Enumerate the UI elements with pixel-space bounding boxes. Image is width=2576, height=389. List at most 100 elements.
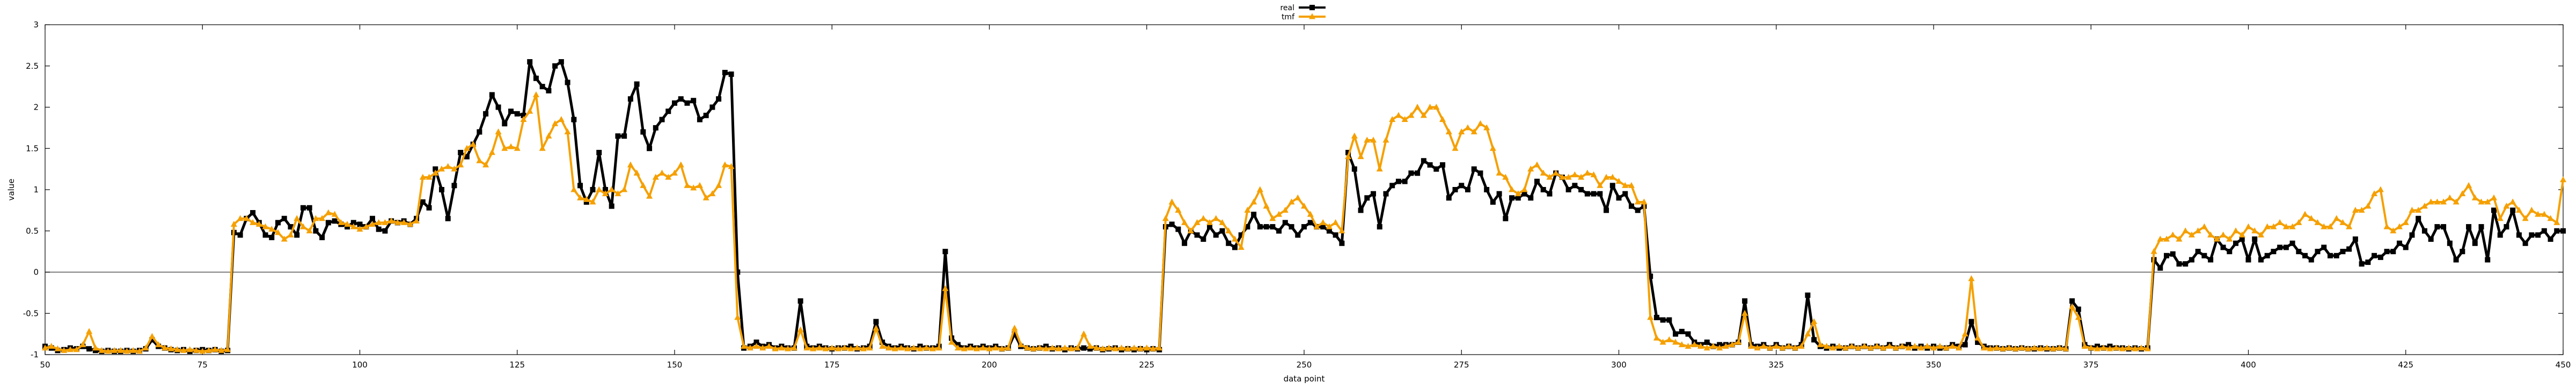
data-point-tmf	[1181, 219, 1188, 225]
legend-label: real	[1280, 4, 1294, 12]
data-point-real	[2195, 249, 2201, 255]
data-point-tmf	[1263, 203, 1270, 209]
data-point-tmf	[539, 145, 546, 151]
data-point-real	[1805, 292, 1811, 298]
data-point-tmf	[1703, 344, 1710, 351]
data-point-tmf	[702, 194, 709, 200]
data-point-tmf	[1030, 345, 1037, 351]
data-point-tmf	[1924, 343, 1931, 349]
data-point-tmf	[161, 344, 168, 351]
data-point-real	[1446, 195, 1452, 201]
data-point-tmf	[1345, 153, 1352, 160]
data-point-tmf	[1483, 124, 1490, 131]
data-point-real	[1383, 191, 1389, 197]
data-point-real	[565, 80, 570, 85]
data-point-real	[237, 232, 243, 238]
data-point-tmf	[1062, 344, 1069, 351]
data-point-tmf	[86, 328, 93, 334]
data-point-tmf	[1905, 344, 1912, 351]
data-point-tmf	[1955, 344, 1962, 351]
x-tick-label: 325	[1768, 360, 1784, 370]
data-point-tmf	[470, 141, 477, 147]
data-point-tmf	[149, 333, 156, 339]
x-tick-label: 50	[40, 360, 50, 370]
x-tick-label: 200	[982, 360, 997, 370]
data-point-tmf	[356, 226, 363, 232]
data-point-tmf	[67, 346, 74, 352]
x-tick-label: 150	[667, 360, 683, 370]
data-point-tmf	[1553, 169, 1560, 176]
data-point-tmf	[2528, 206, 2535, 213]
data-point-tmf	[1571, 171, 1578, 177]
data-point-real	[2504, 224, 2509, 230]
series-tmf	[42, 91, 2566, 354]
data-point-real	[2283, 244, 2289, 250]
axes: 50 75 100 125 150 175 200 225 250 275 300 325 350 375…	[23, 20, 2571, 370]
data-point-real	[2359, 261, 2365, 267]
data-point-real	[2497, 232, 2503, 238]
data-point-real	[2409, 232, 2415, 238]
data-point-real	[1578, 187, 1584, 192]
data-point-tmf	[255, 220, 262, 227]
data-point-tmf	[589, 198, 596, 205]
data-point-real	[942, 249, 948, 255]
data-point-tmf	[1930, 344, 1937, 351]
data-point-tmf	[382, 219, 389, 225]
data-point-real	[2308, 257, 2314, 263]
data-point-tmf	[1666, 336, 1673, 342]
data-point-tmf	[885, 344, 892, 351]
data-point-real	[678, 96, 684, 102]
data-point-real	[306, 205, 312, 211]
data-point-tmf	[841, 344, 848, 351]
data-point-real	[250, 210, 256, 215]
data-point-tmf	[1168, 198, 1175, 205]
data-point-real	[2372, 253, 2377, 258]
x-tick-label: 225	[1139, 360, 1154, 370]
data-point-tmf	[1433, 104, 1440, 110]
data-point-real	[1226, 240, 1232, 246]
data-point-real	[1742, 298, 1748, 304]
data-point-real	[1459, 183, 1465, 189]
data-point-tmf	[2358, 206, 2365, 213]
data-point-tmf	[48, 343, 55, 349]
data-point-real	[697, 117, 702, 123]
data-point-tmf	[709, 190, 716, 197]
data-point-real	[458, 149, 464, 155]
data-point-tmf	[2295, 219, 2302, 225]
data-point-tmf	[501, 145, 508, 151]
data-point-tmf	[2238, 231, 2245, 237]
data-point-tmf	[1414, 104, 1421, 110]
data-point-tmf	[1067, 345, 1074, 351]
data-point-tmf	[1716, 344, 1723, 351]
data-point-real	[1565, 187, 1571, 192]
data-point-tmf	[1534, 161, 1541, 168]
data-point-real	[1175, 226, 1181, 232]
data-point-tmf	[1622, 182, 1629, 188]
y-axis-label: value	[6, 179, 16, 201]
data-point-tmf	[577, 194, 584, 200]
data-point-tmf	[759, 344, 766, 351]
data-point-real	[1295, 232, 1301, 238]
data-point-real	[2535, 232, 2541, 238]
data-point-tmf	[879, 343, 886, 349]
data-point-real	[1194, 232, 1200, 238]
data-point-tmf	[627, 161, 634, 168]
data-point-tmf	[2346, 223, 2353, 229]
data-point-tmf	[854, 344, 861, 351]
data-point-real	[1622, 191, 1628, 197]
data-point-tmf	[2326, 223, 2333, 229]
data-point-tmf	[1628, 182, 1635, 188]
data-point-tmf	[1867, 344, 1874, 351]
data-point-real	[728, 71, 734, 77]
data-point-tmf	[61, 347, 68, 353]
data-point-tmf	[2383, 223, 2390, 229]
data-point-tmf	[2201, 223, 2208, 229]
data-point-real	[1270, 224, 1276, 230]
data-point-tmf	[2056, 344, 2063, 351]
data-point-tmf	[1162, 215, 1169, 221]
data-point-real	[1811, 337, 1817, 343]
data-point-real	[1276, 228, 1282, 234]
data-point-real	[797, 298, 803, 304]
data-point-tmf	[1659, 338, 1666, 345]
data-point-real	[2491, 207, 2497, 213]
